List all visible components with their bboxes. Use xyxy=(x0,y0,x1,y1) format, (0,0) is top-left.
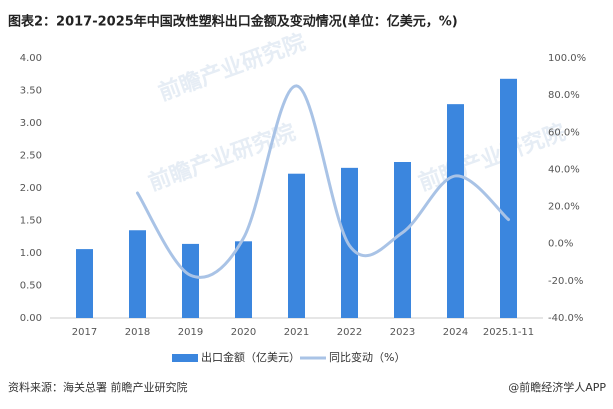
legend-swatch xyxy=(172,354,198,362)
y2-tick-label: 80.0% xyxy=(548,90,580,101)
y2-tick-label: 20.0% xyxy=(548,202,580,213)
x-tick-label: 2024 xyxy=(443,327,468,338)
bar xyxy=(76,249,93,318)
y-tick-label: 2.50 xyxy=(20,151,42,162)
y-tick-label: 1.50 xyxy=(20,216,42,227)
y-tick-label: 4.00 xyxy=(20,53,42,64)
credit: @前瞻经济学人APP xyxy=(508,380,606,394)
line xyxy=(136,84,510,279)
bar xyxy=(288,173,305,318)
x-tick-label: 2022 xyxy=(337,327,362,338)
watermark: 前瞻产业研究院 xyxy=(415,119,569,196)
x-tick-label: 2018 xyxy=(125,327,150,338)
bar xyxy=(182,243,199,318)
y-tick-label: 0.00 xyxy=(20,313,42,324)
x-tick-label: 2023 xyxy=(390,327,415,338)
y-tick-label: 2.00 xyxy=(20,183,42,194)
legend-label: 同比变动（%） xyxy=(329,350,405,364)
x-tick-label: 2025.1-11 xyxy=(483,327,534,338)
x-tick-label: 2020 xyxy=(231,327,256,338)
y2-tick-label: -20.0% xyxy=(548,276,583,287)
y2-tick-label: 40.0% xyxy=(548,164,580,175)
x-tick-label: 2021 xyxy=(284,327,309,338)
y2-tick-label: 100.0% xyxy=(548,53,586,64)
y-tick-label: 3.00 xyxy=(20,118,42,129)
y2-tick-label: -40.0% xyxy=(548,313,583,324)
y2-tick-label: 0.0% xyxy=(548,239,573,250)
bar xyxy=(235,241,252,318)
legend-label: 出口金额（亿美元） xyxy=(201,350,300,364)
bar xyxy=(500,78,517,318)
x-tick-label: 2019 xyxy=(178,327,203,338)
x-tick-label: 2017 xyxy=(72,327,97,338)
source: 资料来源：海关总署 前瞻产业研究院 xyxy=(8,380,188,394)
watermark: 前瞻产业研究院 xyxy=(155,29,309,106)
chart-title: 图表2：2017-2025年中国改性塑料出口金额及变动情况(单位：亿美元，%) xyxy=(8,14,458,30)
bar xyxy=(447,104,464,319)
y-tick-label: 1.00 xyxy=(20,248,42,259)
y-tick-label: 3.50 xyxy=(20,86,42,97)
bar xyxy=(129,230,146,318)
bar xyxy=(394,162,411,318)
y-tick-label: 0.50 xyxy=(20,281,42,292)
y2-tick-label: 60.0% xyxy=(548,127,580,138)
